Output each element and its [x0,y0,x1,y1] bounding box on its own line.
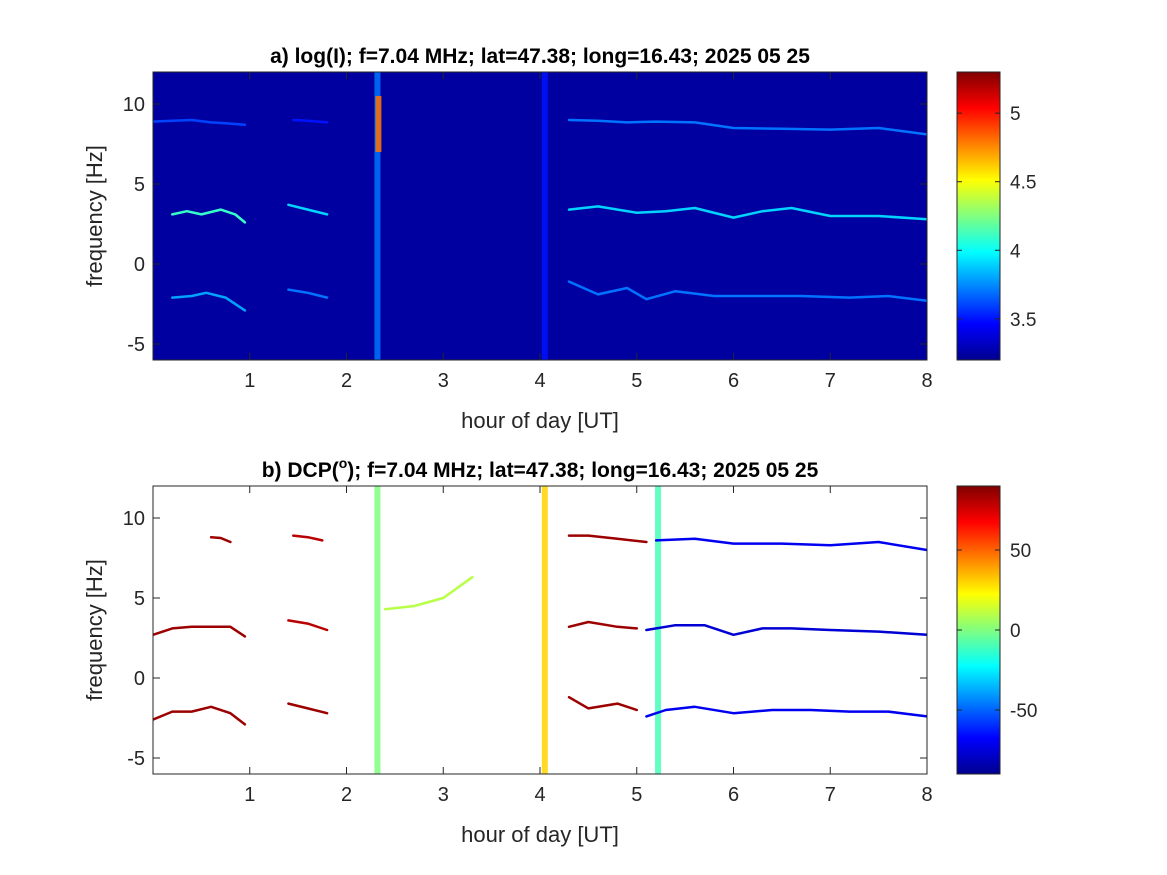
panel-b-ytick-label: 0 [134,668,145,690]
panel-b-xtick-label: 3 [438,784,449,806]
panel-a-ytick-label: 10 [123,94,145,116]
panel-a-trace-upper-early [153,118,247,127]
panel-b-ylabel: frequency [Hz] [82,559,107,701]
panel-a-xtick-label: 8 [921,370,932,392]
panel-a-burst-0 [374,72,381,360]
panel-b-plot-area [153,486,927,774]
panel-a-xtick-label: 1 [244,370,255,392]
panel-b-trace-lower-early-2 [287,702,329,715]
panel-a-ylabel: frequency [Hz] [82,145,107,287]
panel-a-xtick-label: 3 [438,370,449,392]
panel-a-trace-middle-early [171,208,247,224]
panel-a-cbar-tick-label: 4.5 [1010,173,1036,194]
panel-b-trace-upper-early [209,535,232,544]
panel-b-trace-upper-late-red [567,534,648,544]
panel-a-burst-2 [541,72,548,360]
panel-a-ytick-label: 5 [134,174,145,196]
panel-a-title: a) log(I); f=7.04 MHz; lat=47.38; long=1… [270,45,810,68]
panel-a-cbar-tick-label: 3.5 [1010,310,1036,331]
panel-a-trace-lower-late [567,280,927,303]
panel-b-trace-middle-late-red [567,620,639,630]
panel-b-burst-0 [374,486,381,774]
panel-b-trace-middle-early-2 [287,619,329,632]
panel-a-burst-1 [375,96,382,152]
panel-a-xtick-label: 6 [728,370,739,392]
panel-b-trace-middle-late-mix [645,623,927,637]
panel-b-xtick-label: 6 [728,784,739,806]
panel-b-dcp: b) DCP(o); f=7.04 MHz; lat=47.38; long=1… [82,455,1037,847]
panel-a-trace-lower-early [171,291,247,312]
panel-b-cbar-tick-label: -50 [1010,701,1037,722]
panel-a-cbar-tick-label: 4 [1010,241,1021,262]
panel-a-trace-lower-early-2 [287,288,329,299]
panel-b-ytick-label: -5 [127,748,145,770]
panel-b-trace-faint-arc [383,575,474,611]
panel-a-xlabel: hour of day [UT] [461,408,619,433]
panel-b-trace-middle-early [153,625,247,638]
panel-a-xtick-label: 2 [341,370,352,392]
panel-b-xlabel: hour of day [UT] [461,822,619,847]
panel-b-xtick-label: 1 [244,784,255,806]
panel-a-trace-upper-late [567,118,927,136]
panel-a-xtick-label: 7 [825,370,836,392]
panel-b-trace-upper-late-mix [654,537,927,552]
panel-b-xtick-label: 7 [825,784,836,806]
panel-b-trace-lower-late-mix [645,705,927,718]
panel-a-colorbar: 3.5 4 4.5 5 [956,71,1036,361]
panel-a-xtick-label: 4 [534,370,545,392]
panel-a-trace-middle-late [567,205,927,221]
panel-b-cbar-tick-label: 0 [1010,621,1021,642]
panel-b-trace-upper-early-2 [292,534,324,542]
panel-b-trace-lower-late-red [567,695,639,712]
panel-b-colorbar: -50 0 50 [956,485,1037,775]
panel-a-xtick-label: 5 [631,370,642,392]
panel-b-ytick-label: 5 [134,588,145,610]
panel-a-plot-area [153,72,927,360]
panel-b-cbar-tick-label: 50 [1010,541,1031,562]
panel-a-trace-middle-early-2 [287,203,329,216]
panel-b-title: b) DCP(o); f=7.04 MHz; lat=47.38; long=1… [262,455,819,482]
panel-a-cbar-tick-label: 5 [1010,104,1021,125]
panel-a-ytick-label: -5 [127,334,145,356]
panel-b-ytick-label: 10 [123,508,145,530]
panel-a-trace-upper-early-2 [292,118,329,124]
panel-b-xtick-label: 8 [921,784,932,806]
panel-b-burst-1 [541,486,548,774]
panel-b-xtick-label: 4 [534,784,545,806]
panel-a-log-intensity: a) log(I); f=7.04 MHz; lat=47.38; long=1… [82,45,1036,433]
panel-b-trace-lower-early [153,705,247,726]
panel-b-xtick-label: 2 [341,784,352,806]
panel-a-ytick-label: 0 [134,254,145,276]
panel-b-burst-2 [655,486,662,774]
panel-b-xtick-label: 5 [631,784,642,806]
